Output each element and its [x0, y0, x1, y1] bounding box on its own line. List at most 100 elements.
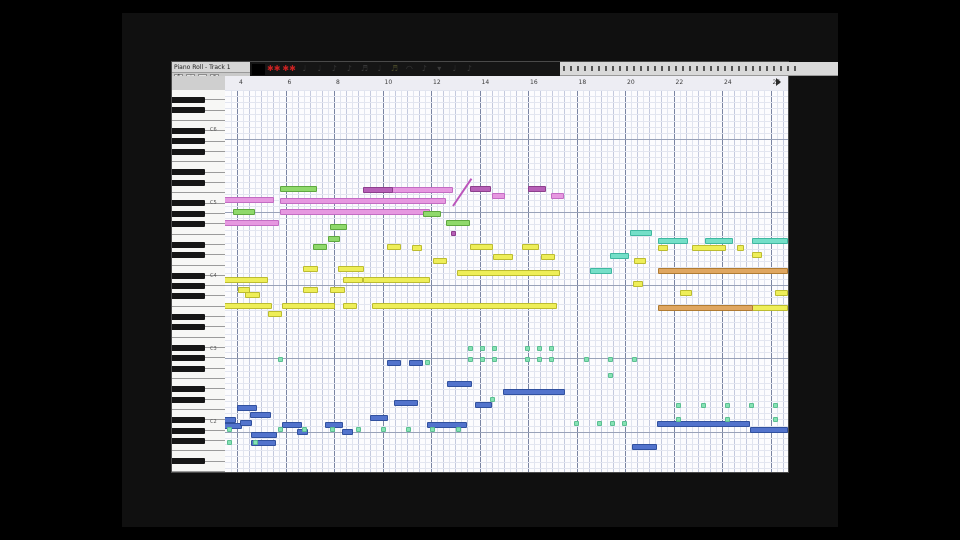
midi-note[interactable] — [363, 187, 393, 193]
midi-note[interactable] — [632, 444, 657, 450]
midi-note[interactable] — [658, 305, 753, 311]
white-key[interactable] — [172, 110, 225, 121]
midi-note[interactable] — [409, 360, 423, 366]
black-key[interactable] — [172, 355, 205, 362]
midi-note[interactable] — [427, 422, 467, 428]
midi-note-dot[interactable] — [430, 427, 435, 432]
midi-note[interactable] — [541, 254, 555, 260]
midi-note[interactable] — [470, 244, 493, 250]
midi-note[interactable] — [282, 422, 302, 428]
black-key[interactable] — [172, 417, 205, 424]
midi-note-dot[interactable] — [302, 427, 307, 432]
midi-note-dot[interactable] — [701, 403, 706, 408]
midi-note[interactable] — [492, 193, 505, 199]
midi-note-dot[interactable] — [725, 417, 730, 422]
midi-note-dot[interactable] — [749, 403, 754, 408]
midi-note[interactable] — [313, 244, 327, 250]
midi-note[interactable] — [447, 381, 472, 387]
black-key[interactable] — [172, 427, 205, 434]
midi-note-dot[interactable] — [597, 421, 602, 426]
white-key[interactable] — [172, 368, 225, 380]
white-key[interactable] — [172, 296, 225, 307]
midi-note[interactable] — [503, 389, 565, 395]
white-key[interactable] — [172, 399, 225, 411]
midi-note[interactable] — [470, 186, 491, 192]
midi-note-dot[interactable] — [622, 421, 627, 426]
midi-note-dot[interactable] — [632, 357, 637, 362]
black-key[interactable] — [172, 107, 205, 114]
midi-note[interactable] — [680, 290, 692, 296]
midi-note[interactable] — [282, 303, 335, 309]
white-key[interactable] — [172, 224, 225, 235]
midi-note-dot[interactable] — [253, 440, 258, 445]
midi-note-dot[interactable] — [480, 357, 485, 362]
midi-note[interactable] — [634, 258, 646, 264]
tie-button[interactable]: ◠ — [405, 63, 413, 73]
record-pause-button[interactable]: ✱✱ — [282, 63, 296, 73]
midi-note[interactable] — [528, 186, 546, 192]
midi-note[interactable] — [280, 186, 317, 192]
black-key[interactable] — [172, 169, 205, 176]
white-key[interactable] — [172, 255, 225, 266]
midi-note[interactable] — [251, 440, 276, 446]
black-key[interactable] — [172, 221, 205, 228]
black-key[interactable] — [172, 437, 205, 444]
midi-note[interactable] — [250, 412, 271, 418]
white-key[interactable] — [172, 441, 225, 452]
midi-note-dot[interactable] — [227, 440, 232, 445]
midi-note[interactable] — [343, 277, 363, 283]
midi-note[interactable] — [225, 220, 279, 226]
black-key[interactable] — [172, 179, 205, 186]
black-key[interactable] — [172, 282, 205, 289]
midi-note[interactable] — [251, 432, 277, 438]
midi-note[interactable] — [493, 254, 513, 260]
midi-note[interactable] — [280, 209, 430, 215]
midi-note-dot[interactable] — [549, 357, 554, 362]
midi-note-dot[interactable] — [381, 427, 386, 432]
note-half-button[interactable]: ♩ — [317, 63, 322, 73]
black-key[interactable] — [172, 324, 205, 331]
midi-note[interactable] — [752, 238, 788, 244]
midi-note-dot[interactable] — [425, 360, 430, 365]
midi-note[interactable] — [610, 253, 629, 259]
midi-note[interactable] — [551, 193, 564, 199]
white-key[interactable] — [172, 151, 225, 163]
midi-note-dot[interactable] — [468, 346, 473, 351]
midi-note-dot[interactable] — [278, 427, 283, 432]
midi-note-dot[interactable] — [227, 427, 232, 432]
midi-note[interactable] — [658, 238, 688, 244]
black-key[interactable] — [172, 386, 205, 393]
midi-note[interactable] — [387, 244, 401, 250]
midi-note[interactable] — [705, 238, 733, 244]
midi-note[interactable] — [657, 421, 750, 427]
midi-note-dot[interactable] — [608, 373, 613, 378]
black-key[interactable] — [172, 128, 205, 135]
midi-note[interactable] — [446, 220, 470, 226]
midi-note-dot[interactable] — [456, 427, 461, 432]
midi-note[interactable] — [387, 360, 401, 366]
midi-note[interactable] — [338, 266, 364, 272]
black-key[interactable] — [172, 344, 205, 351]
midi-note-dot[interactable] — [537, 357, 542, 362]
midi-note-dot[interactable] — [773, 403, 778, 408]
note-grid[interactable] — [225, 90, 788, 472]
white-key[interactable] — [172, 182, 225, 194]
midi-note[interactable] — [245, 292, 260, 298]
midi-note[interactable] — [475, 402, 492, 408]
midi-note[interactable] — [328, 236, 340, 242]
midi-note[interactable] — [225, 197, 274, 203]
midi-note[interactable] — [752, 305, 788, 311]
midi-note[interactable] — [412, 245, 422, 251]
midi-note[interactable] — [363, 277, 430, 283]
black-key[interactable] — [172, 251, 205, 258]
midi-note[interactable] — [225, 277, 268, 283]
black-key[interactable] — [172, 272, 205, 279]
midi-note-dot[interactable] — [537, 346, 542, 351]
midi-note[interactable] — [433, 258, 447, 264]
note-whole-button[interactable]: ♩ — [302, 63, 307, 73]
midi-note-dot[interactable] — [356, 427, 361, 432]
accent-button[interactable]: ▾ — [437, 63, 442, 73]
note-sixteenth-button[interactable]: ♬ — [360, 63, 368, 73]
midi-note[interactable] — [225, 303, 272, 309]
midi-note[interactable] — [225, 417, 236, 423]
